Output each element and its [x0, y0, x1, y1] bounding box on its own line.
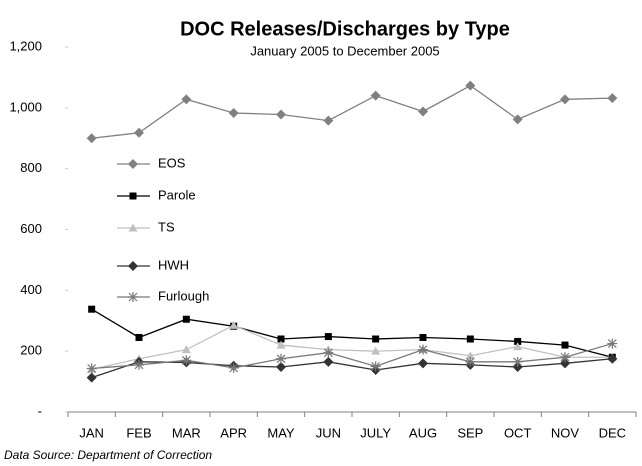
marker — [561, 341, 569, 349]
marker — [88, 305, 96, 313]
y-tick-label: 1,200 — [9, 38, 42, 53]
marker — [324, 333, 332, 341]
legend-marker — [129, 192, 137, 200]
x-tick-label: OCT — [504, 425, 532, 440]
marker — [135, 333, 143, 341]
marker — [134, 359, 144, 370]
y-tick-label: 1,000 — [9, 99, 42, 114]
marker — [513, 342, 523, 351]
y-tick-label: 200 — [20, 343, 42, 358]
marker — [370, 90, 381, 101]
marker — [323, 356, 334, 367]
marker — [228, 108, 239, 119]
y-tick-label: 600 — [20, 221, 42, 236]
marker — [560, 352, 570, 363]
x-tick-label: MAR — [172, 425, 201, 440]
marker — [514, 337, 522, 345]
marker — [607, 93, 618, 104]
marker — [371, 346, 381, 355]
marker — [181, 94, 192, 105]
marker — [418, 106, 428, 117]
marker — [182, 315, 190, 323]
marker — [229, 320, 239, 329]
marker — [418, 358, 428, 369]
x-tick-label: APR — [220, 425, 247, 440]
marker — [607, 338, 618, 349]
marker — [465, 356, 476, 367]
marker — [607, 353, 618, 364]
marker — [276, 353, 286, 364]
x-tick-label: FEB — [126, 425, 151, 440]
series-line — [91, 358, 613, 379]
marker — [323, 115, 334, 126]
marker — [181, 345, 191, 354]
x-tick-label: MAY — [267, 425, 295, 440]
marker — [86, 372, 97, 383]
marker — [512, 356, 523, 367]
marker — [323, 347, 334, 358]
y-tick-label: 400 — [20, 282, 42, 297]
legend-label: Parole — [158, 187, 196, 202]
marker — [465, 351, 475, 360]
y-tick-label: - — [38, 403, 42, 418]
marker — [465, 80, 476, 91]
series-line — [91, 308, 613, 358]
legend-marker — [128, 159, 138, 169]
marker — [86, 133, 97, 144]
legend-label: TS — [158, 219, 175, 234]
x-tick-label: DEC — [599, 425, 626, 440]
series-line — [91, 342, 613, 370]
marker — [276, 340, 286, 349]
marker — [276, 109, 286, 120]
marker — [134, 127, 144, 138]
marker — [560, 358, 570, 369]
marker — [370, 361, 381, 372]
series-line — [91, 84, 613, 139]
x-tick-label: SEP — [457, 425, 483, 440]
legend-marker — [128, 223, 138, 232]
legend-marker — [128, 292, 138, 302]
legend-label: HWH — [158, 257, 189, 272]
marker — [419, 333, 427, 341]
legend-label: EOS — [158, 155, 186, 170]
marker — [512, 114, 523, 125]
marker — [181, 355, 192, 366]
chart-subtitle: January 2005 to December 2005 — [250, 43, 439, 58]
legend-label: Furlough — [158, 288, 209, 303]
x-tick-label: JUN — [316, 425, 341, 440]
source-note: Data Source: Department of Correction — [4, 448, 212, 462]
legend-marker — [128, 261, 138, 271]
chart-title: DOC Releases/Discharges by Type — [180, 18, 510, 40]
marker — [466, 335, 474, 343]
marker — [86, 363, 97, 374]
x-tick-label: AUG — [409, 425, 437, 440]
y-tick-label: 800 — [20, 160, 42, 175]
marker — [418, 344, 428, 355]
marker — [276, 361, 286, 372]
x-tick-label: JAN — [79, 425, 104, 440]
marker — [560, 94, 570, 105]
marker — [372, 335, 380, 343]
marker — [228, 362, 239, 373]
marker — [277, 335, 285, 343]
x-tick-label: JULY — [360, 425, 391, 440]
series-line — [91, 324, 613, 371]
x-tick-label: NOV — [551, 425, 580, 440]
